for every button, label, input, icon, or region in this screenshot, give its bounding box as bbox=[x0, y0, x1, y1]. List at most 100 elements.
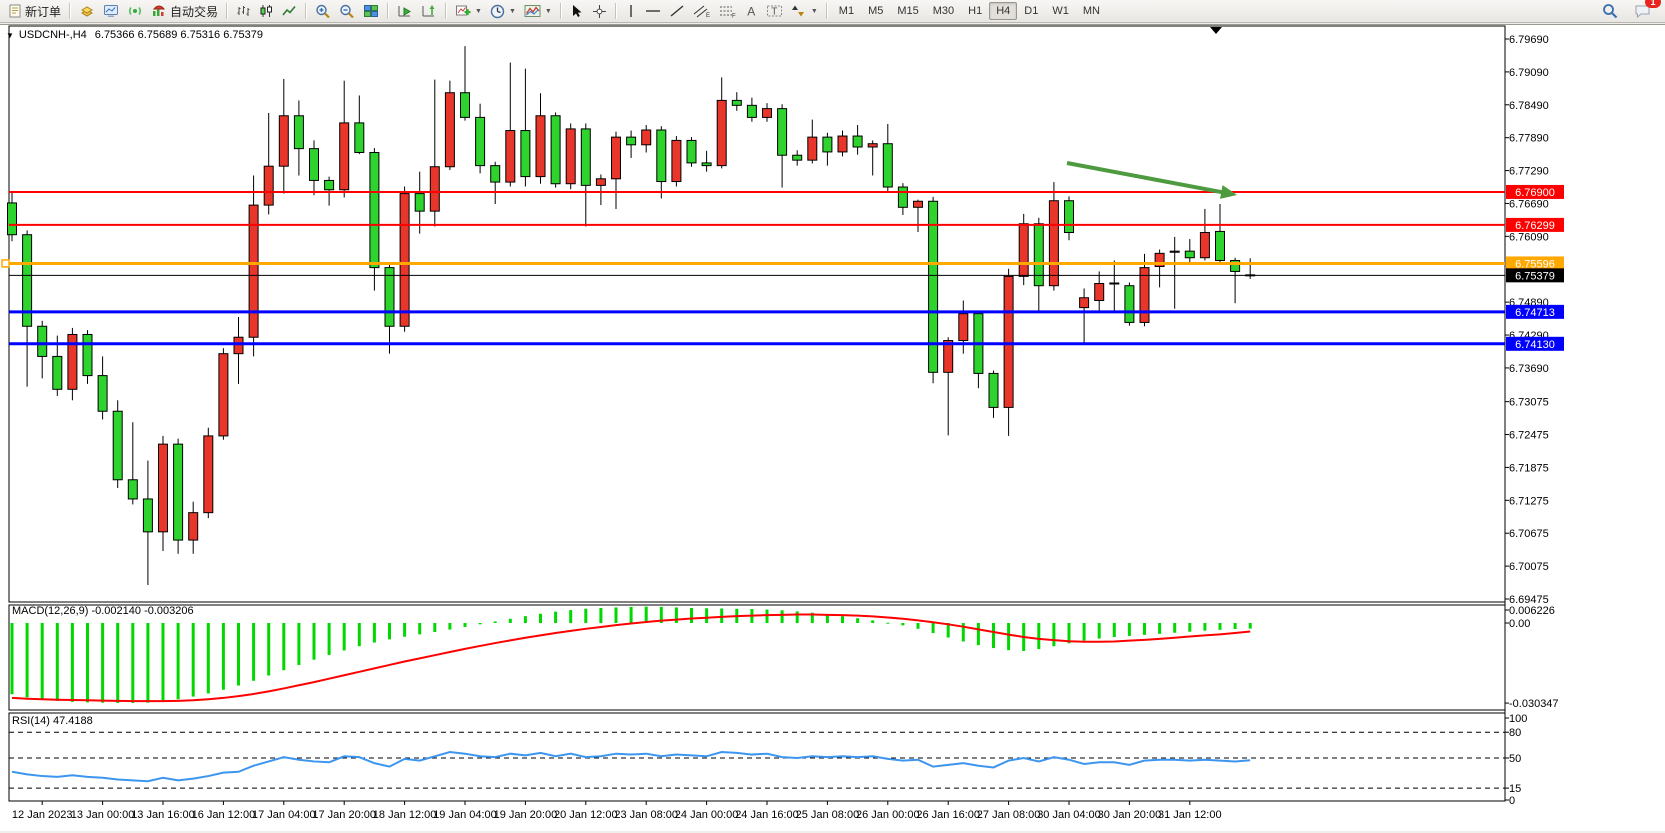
equidistant-channel-button[interactable]: E bbox=[689, 0, 715, 22]
line-chart-icon bbox=[282, 5, 296, 16]
price-tick-label: 6.71875 bbox=[1509, 462, 1549, 474]
market-button[interactable] bbox=[75, 0, 99, 22]
tf-m1[interactable]: M1 bbox=[838, 5, 855, 17]
macd-histogram-bar bbox=[86, 623, 89, 703]
candle-body bbox=[928, 200, 939, 373]
tf-d1[interactable]: D1 bbox=[1024, 5, 1039, 17]
candle-chart-icon bbox=[260, 5, 273, 17]
rsi-indicator-label: RSI(14) 47.4188 bbox=[12, 715, 93, 727]
price-tick-label: 6.79090 bbox=[1509, 67, 1549, 79]
signals-button[interactable] bbox=[123, 0, 147, 22]
price-tick-label: 6.76090 bbox=[1509, 231, 1549, 243]
terminal-button[interactable] bbox=[99, 0, 123, 22]
search-button[interactable] bbox=[1598, 0, 1622, 22]
chart-shift-button[interactable] bbox=[417, 0, 441, 22]
toolbar: 新订单 自动交易 bbox=[0, 0, 1665, 23]
trendline-button[interactable] bbox=[665, 0, 689, 22]
tf-w1[interactable]: W1 bbox=[1052, 5, 1069, 17]
macd-axis-label: 0.00 bbox=[1509, 618, 1530, 630]
gold-icon bbox=[81, 6, 93, 17]
tf-mn[interactable]: MN bbox=[1082, 5, 1100, 17]
chat-button[interactable]: 1 bbox=[1630, 0, 1661, 22]
line-drag-handle[interactable] bbox=[1, 259, 10, 268]
candle-body bbox=[1139, 267, 1150, 323]
macd-histogram-bar bbox=[523, 616, 527, 623]
macd-histogram-bar bbox=[116, 623, 120, 703]
autotrading-button[interactable]: 自动交易 bbox=[147, 0, 222, 22]
macd-histogram-bar bbox=[690, 607, 693, 623]
text-button[interactable]: A bbox=[741, 0, 762, 22]
crosshair-button[interactable] bbox=[588, 0, 611, 22]
candle-body bbox=[867, 143, 878, 148]
macd-histogram-bar bbox=[372, 623, 376, 643]
time-axis-label: 23 Jan 08:00 bbox=[614, 809, 678, 821]
new-order-button[interactable]: 新订单 bbox=[4, 0, 65, 22]
auto-scroll-button[interactable] bbox=[393, 0, 417, 22]
tf-m15[interactable]: M15 bbox=[897, 5, 919, 17]
price-tick-label: 6.76690 bbox=[1509, 198, 1549, 210]
candle-body bbox=[943, 340, 954, 373]
candle-chart-button[interactable] bbox=[255, 0, 278, 22]
separator bbox=[305, 3, 308, 19]
candle-body bbox=[716, 99, 727, 167]
tf-h4[interactable]: H4 bbox=[989, 2, 1018, 20]
candle-body bbox=[369, 151, 380, 269]
zoom-out-button[interactable] bbox=[335, 0, 359, 22]
macd-axis-label: -0.030347 bbox=[1509, 698, 1559, 710]
candle-body bbox=[414, 193, 425, 212]
macd-histogram-bar bbox=[131, 623, 135, 703]
svg-text:F: F bbox=[732, 14, 736, 19]
time-axis-label: 13 Jan 00:00 bbox=[71, 809, 135, 821]
candle-body bbox=[1215, 230, 1225, 261]
arrows-button[interactable]: ▼ bbox=[787, 0, 822, 22]
macd-histogram-bar bbox=[614, 607, 618, 623]
add-indicator-button[interactable]: ▼ bbox=[451, 0, 486, 22]
tf-m30[interactable]: M30 bbox=[932, 5, 955, 17]
candle-body bbox=[822, 136, 833, 153]
bar-chart-button[interactable] bbox=[232, 0, 255, 22]
cursor-button[interactable] bbox=[566, 0, 588, 22]
candle-body bbox=[1124, 285, 1135, 323]
macd-pane bbox=[8, 604, 1506, 711]
price-level-badge-text: 6.74130 bbox=[1515, 339, 1555, 351]
candle-body bbox=[1018, 223, 1029, 277]
zoom-in-button[interactable] bbox=[311, 0, 335, 22]
candle-body bbox=[1003, 275, 1014, 408]
price-tick-label: 6.69475 bbox=[1509, 594, 1549, 606]
fibonacci-button[interactable]: F bbox=[715, 0, 741, 22]
time-axis-label: 16 Jan 12:00 bbox=[192, 809, 256, 821]
chart-canvas[interactable]: 6.79690 6.79090 6.78490 6.77890 6.77290 6.766… bbox=[0, 25, 1665, 831]
candle-body bbox=[293, 115, 304, 150]
price-tick-label: 6.72475 bbox=[1509, 430, 1549, 442]
rsi-axis-label: 100 bbox=[1509, 713, 1527, 725]
dropdown-caret: ▼ bbox=[810, 7, 818, 15]
collapse-arrow-icon[interactable]: ▼ bbox=[6, 31, 14, 40]
vertical-line-button[interactable] bbox=[621, 0, 641, 22]
time-axis-label: 30 Jan 04:00 bbox=[1037, 809, 1101, 821]
time-axis-label: 17 Jan 20:00 bbox=[312, 809, 376, 821]
trend-arrow-line[interactable] bbox=[1066, 161, 1222, 195]
price-level-badge-text: 6.76900 bbox=[1515, 187, 1555, 199]
periods-button[interactable]: ▼ bbox=[486, 0, 520, 22]
trend-arrow-head[interactable] bbox=[1219, 185, 1237, 199]
candle-body bbox=[1199, 232, 1210, 259]
tf-h1[interactable]: H1 bbox=[968, 5, 983, 17]
horizontal-line-button[interactable] bbox=[641, 0, 665, 22]
macd-histogram-bar bbox=[297, 623, 301, 665]
chart-shift-marker[interactable] bbox=[1210, 27, 1222, 34]
tile-windows-button[interactable] bbox=[359, 0, 383, 22]
candle-body bbox=[399, 193, 410, 327]
templates-button[interactable]: ▼ bbox=[520, 0, 556, 22]
price-tick-label: 6.70675 bbox=[1509, 528, 1549, 540]
candle-body bbox=[777, 108, 788, 156]
tf-m5[interactable]: M5 bbox=[868, 5, 884, 17]
text-label-button[interactable]: T bbox=[762, 0, 787, 22]
macd-histogram-bar bbox=[101, 623, 105, 703]
tile-windows-icon bbox=[364, 5, 379, 17]
add-indicator-icon bbox=[456, 5, 471, 16]
time-axis-label: 24 Jan 00:00 bbox=[675, 809, 739, 821]
candle-body bbox=[1033, 223, 1044, 287]
candle-body bbox=[1184, 250, 1195, 259]
line-chart-button[interactable] bbox=[278, 0, 301, 22]
